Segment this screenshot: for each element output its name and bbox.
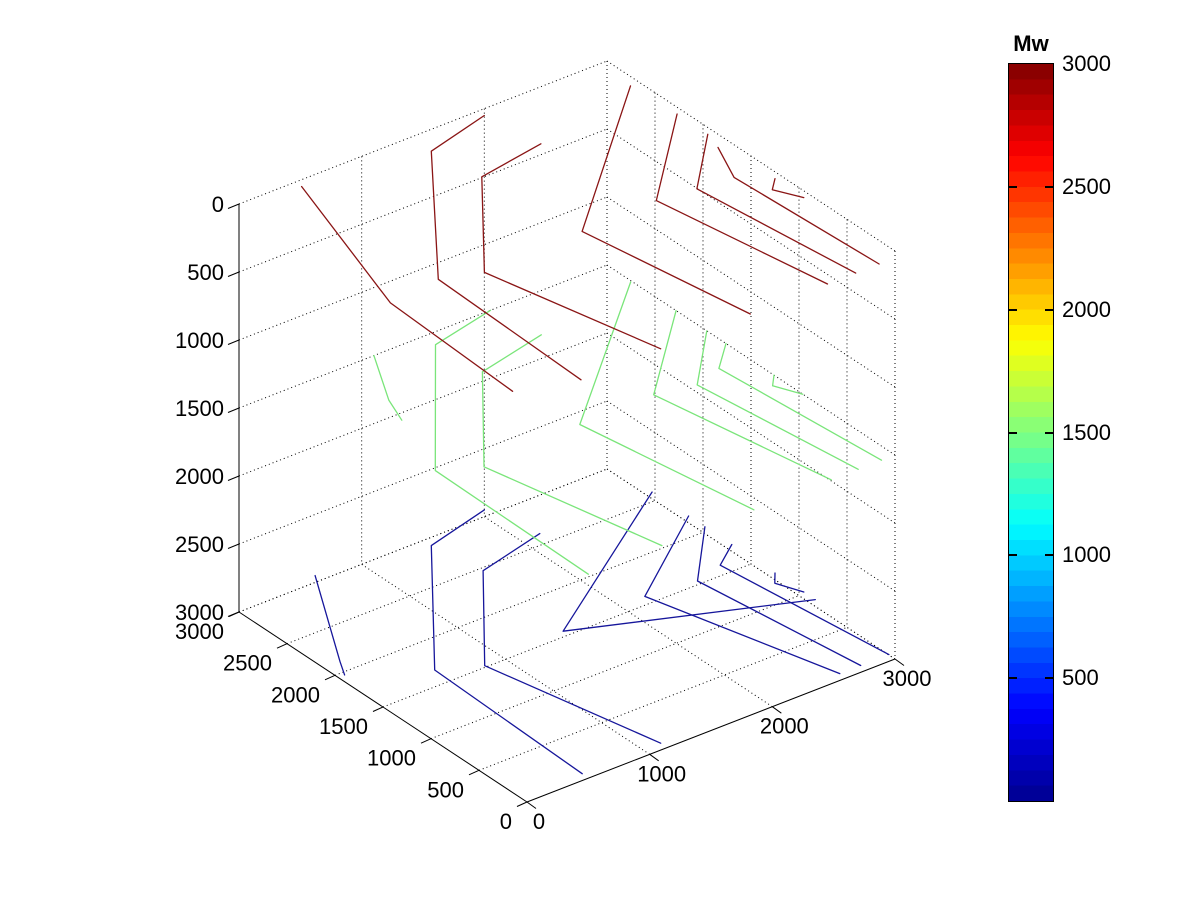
y-axis-tick-label: 2000: [271, 682, 320, 707]
colorbar-tick-left: [1009, 308, 1017, 311]
contour-line-low: [644, 515, 841, 675]
grid-line-z-left-wall: [238, 128, 608, 273]
contour-line-mid: [696, 330, 859, 470]
contour-line-mid: [373, 354, 403, 421]
grid-line-x-floor: [606, 468, 896, 660]
contour-line-mid: [653, 309, 832, 481]
z-axis-tick-label: 3000: [175, 600, 224, 625]
grid-line-x-floor: [484, 516, 773, 708]
contour-line-low: [314, 574, 346, 676]
z-axis-tick-label: 2500: [175, 532, 224, 557]
y-axis-tick: [516, 801, 528, 807]
y-axis-tick-label: 2500: [223, 651, 272, 676]
colorbar-tick-label: 2000: [1062, 296, 1111, 322]
x-axis-line: [526, 658, 896, 803]
z-axis-tick: [227, 271, 240, 277]
x-axis-tick-label: 1000: [637, 761, 686, 786]
grid-line-z-left-wall: [238, 60, 608, 205]
y-axis-tick: [420, 738, 432, 744]
contour-line-low: [430, 509, 583, 775]
contour-line-low: [482, 532, 662, 744]
contour-line-mid: [771, 374, 804, 395]
colorbar-tick-right: [1045, 431, 1053, 434]
z-axis-tick: [227, 407, 240, 413]
x-axis-tick: [649, 753, 659, 762]
z-axis-tick: [227, 543, 240, 549]
colorbar-tick-label: 3000: [1062, 51, 1111, 76]
z-axis-tick-label: 0: [212, 192, 224, 217]
contour-line-high: [655, 113, 829, 285]
contour-line-high: [771, 177, 805, 199]
colorbar-title: Mw: [1013, 31, 1049, 56]
contour-line-high: [717, 146, 880, 265]
z-axis-tick: [227, 475, 240, 481]
grid-line-z-left-wall: [238, 264, 608, 409]
contour-line-low: [562, 491, 816, 632]
grid-line-z-left-wall: [238, 196, 608, 341]
colorbar-tick-left: [1009, 431, 1017, 434]
contour-line-mid: [718, 342, 883, 461]
y-axis-tick: [372, 706, 384, 712]
contour-line-high: [300, 185, 514, 392]
colorbar-tick-left: [1009, 677, 1017, 680]
grid-line-x-floor: [361, 563, 650, 755]
y-axis-tick-label: 3000: [175, 619, 224, 644]
z-axis-tick-label: 2000: [175, 464, 224, 489]
x-axis-tick-label: 2000: [760, 714, 809, 739]
colorbar-tick-label: 1000: [1062, 542, 1111, 568]
z-axis-tick-label: 500: [187, 260, 224, 285]
y-axis-tick: [228, 611, 240, 617]
colorbar-tick-right: [1045, 308, 1053, 311]
y-axis-tick-label: 1000: [367, 746, 416, 771]
colorbar-tick-right: [1045, 554, 1053, 557]
contour-line-mid: [434, 309, 589, 575]
grid-line-z-left-wall: [238, 400, 608, 545]
colorbar-tick-label: 2500: [1062, 173, 1111, 199]
y-axis-tick: [468, 769, 480, 776]
z-axis-tick: [227, 339, 240, 345]
contour-line-low: [719, 543, 890, 656]
contour-line-high: [696, 133, 857, 274]
x-axis-tick: [526, 801, 537, 809]
x-axis-tick-label: 0: [533, 809, 545, 834]
colorbar-tick-right: [1045, 677, 1053, 680]
y-axis-tick: [276, 643, 288, 649]
x-axis-tick: [894, 658, 905, 666]
contour-line-mid: [579, 281, 755, 511]
contour-line-mid: [481, 334, 663, 547]
contour-line-high: [430, 114, 582, 381]
x-axis-tick-label: 3000: [883, 666, 932, 691]
z-axis-tick: [227, 203, 240, 209]
z-axis-tick-label: 1000: [175, 328, 224, 353]
y-axis-tick-label: 1500: [319, 714, 368, 739]
colorbar-tick-right: [1045, 185, 1053, 188]
contour-line-high: [581, 85, 751, 315]
contour-line-low: [696, 526, 862, 667]
grid-line-z-left-wall: [238, 332, 608, 477]
colorbar-tick-left: [1009, 185, 1017, 188]
colorbar-tick-label: 500: [1062, 665, 1099, 691]
x-axis-tick: [772, 706, 782, 714]
contour-line-low: [774, 572, 805, 593]
z-axis-tick-label: 1500: [175, 396, 224, 421]
y-axis-tick-label: 500: [427, 777, 464, 802]
y-axis-tick-label: 0: [500, 809, 512, 834]
colorbar-tick-label: 1500: [1062, 419, 1111, 445]
y-axis-tick: [324, 674, 336, 681]
contour-line-high: [481, 143, 662, 350]
colorbar-tick-left: [1009, 554, 1017, 557]
